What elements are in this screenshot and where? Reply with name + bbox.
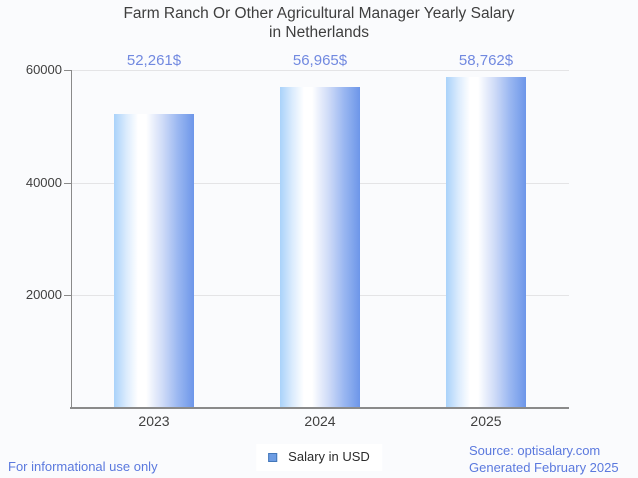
- value-label-2025: 58,762$: [458, 52, 514, 69]
- ytick-label-40000: 40000: [25, 175, 62, 190]
- bar-2025[interactable]: [446, 77, 526, 407]
- xtick-label-2023: 2023: [138, 413, 170, 429]
- footer-source-block: Source: optisalary.com Generated Februar…: [469, 443, 619, 476]
- ytick-label-20000: 20000: [25, 287, 62, 302]
- x-axis-line: [70, 407, 569, 409]
- legend-label: Salary in USD: [288, 449, 370, 464]
- xtick-label-2025: 2025: [470, 413, 502, 429]
- page-title: Farm Ranch Or Other Agricultural Manager…: [0, 4, 638, 42]
- legend-swatch-icon: [268, 452, 278, 462]
- ytick-mark-40000: [64, 183, 71, 184]
- xtick-label-2024: 2024: [304, 413, 336, 429]
- gridline-60000: [71, 70, 569, 71]
- title-line-2: in Netherlands: [269, 24, 369, 41]
- value-label-2023: 52,261$: [126, 52, 182, 69]
- source-text: Source: optisalary.com: [469, 443, 601, 458]
- ytick-mark-20000: [64, 295, 71, 296]
- disclaimer-text: For informational use only: [8, 459, 158, 474]
- ytick-mark-60000: [64, 70, 71, 71]
- ytick-label-60000: 60000: [25, 62, 62, 77]
- title-line-1: Farm Ranch Or Other Agricultural Manager…: [123, 5, 515, 22]
- value-label-2024: 56,965$: [292, 52, 348, 69]
- legend[interactable]: Salary in USD: [256, 444, 382, 471]
- generated-text: Generated February 2025: [469, 459, 619, 475]
- bar-2024[interactable]: [280, 87, 360, 407]
- y-axis-line: [71, 70, 72, 408]
- bar-2023[interactable]: [114, 114, 194, 407]
